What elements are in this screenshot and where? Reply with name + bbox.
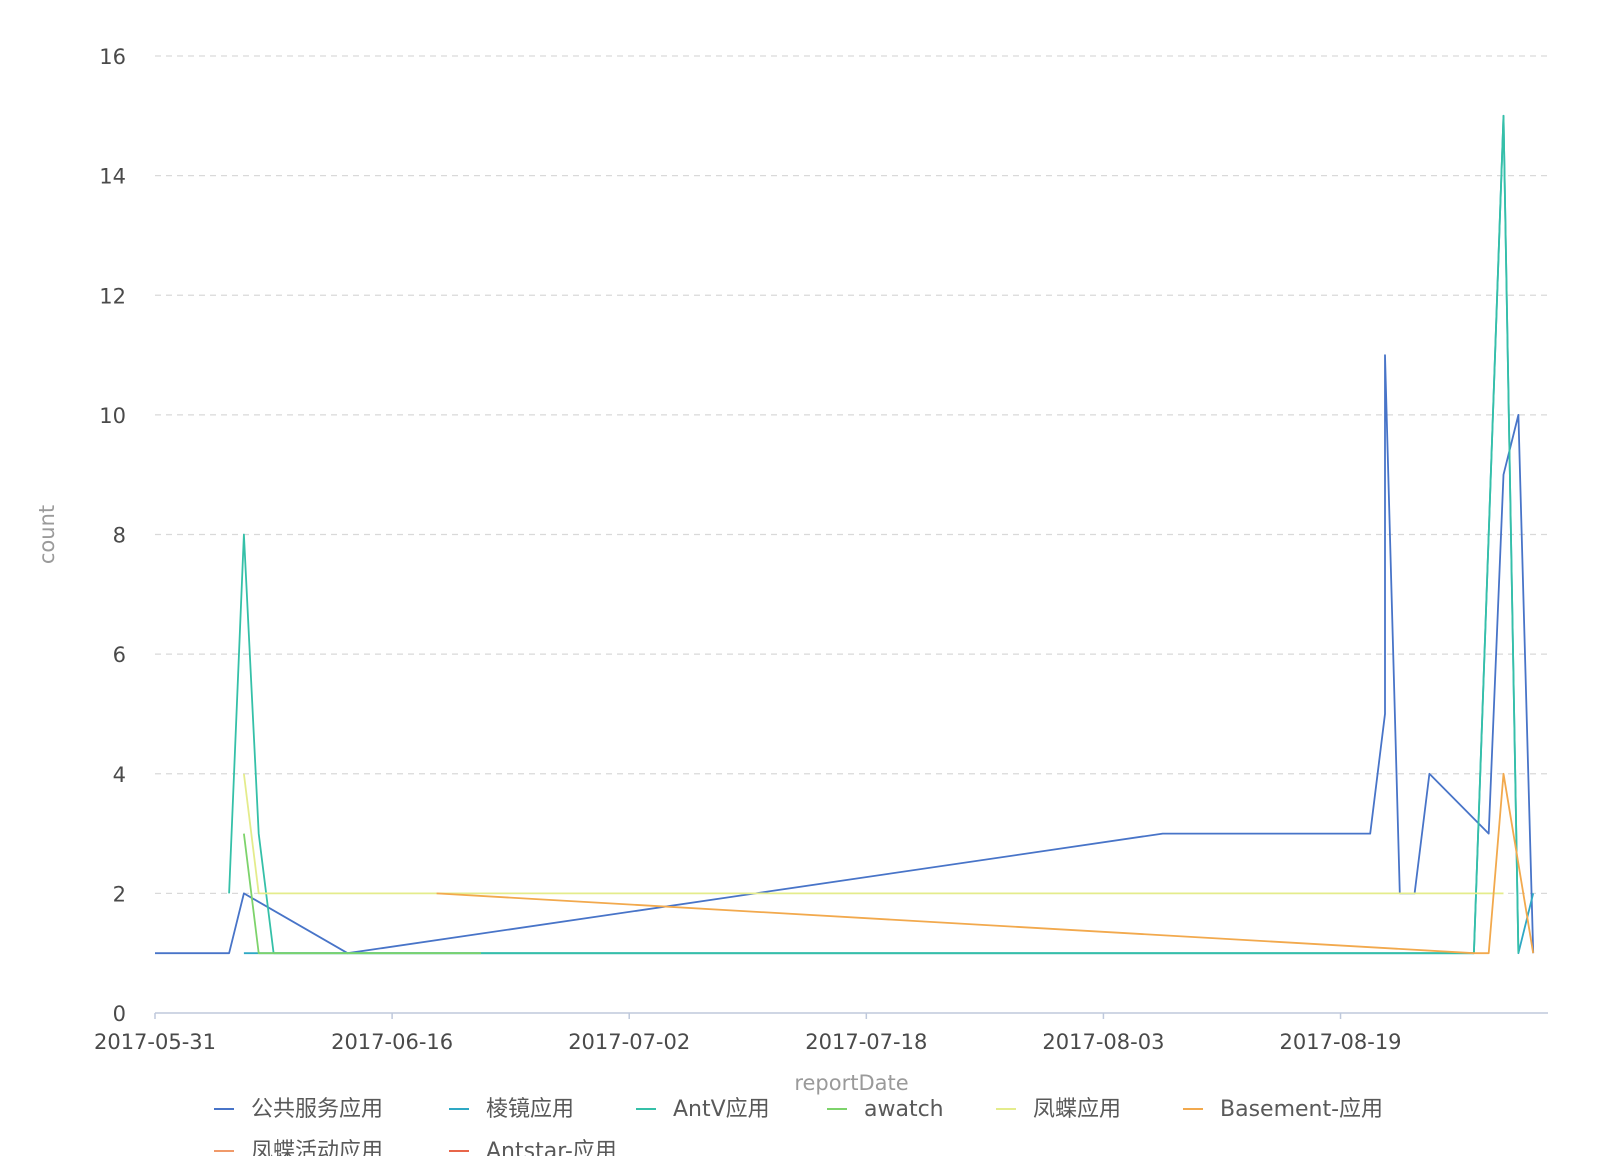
axes: 0 2 4 6 8 10 12 14 16 2017-05-31 2017-06-16 2017-07… xyxy=(94,45,1548,1054)
y-tick-label: 14 xyxy=(99,165,126,189)
x-tick-label: 2017-07-18 xyxy=(805,1030,927,1054)
x-tick-label: 2017-08-19 xyxy=(1280,1030,1402,1054)
y-tick-label: 6 xyxy=(113,643,126,667)
y-tick-label: 12 xyxy=(99,284,126,308)
legend: 公共服务应用 棱镜应用 AntV应用 awatch 凤蝶应用 Basement-应用凤蝶活… xyxy=(214,1097,1383,1156)
series-line-4[interactable] xyxy=(243,773,1504,895)
legend-item-2[interactable]: AntV应用 xyxy=(636,1097,770,1122)
y-tick-label: 16 xyxy=(99,45,126,69)
legend-label: 公共服务应用 xyxy=(251,1097,383,1122)
x-tick-label: 2017-08-03 xyxy=(1042,1030,1164,1054)
x-axis-title: reportDate xyxy=(794,1071,908,1095)
legend-label: Antstar-应用 xyxy=(486,1139,617,1156)
series-line-1[interactable] xyxy=(243,114,1535,955)
legend-label: Basement-应用 xyxy=(1220,1097,1383,1122)
x-tick-label: 2017-07-02 xyxy=(568,1030,690,1054)
legend-item-0[interactable]: 公共服务应用 xyxy=(214,1097,383,1122)
legend-item-1[interactable]: 棱镜应用 xyxy=(449,1097,574,1122)
legend-item-5[interactable]: Basement-应用 xyxy=(1183,1097,1383,1122)
y-tick-label: 8 xyxy=(113,524,126,548)
series-lines xyxy=(155,114,1535,955)
y-tick-label: 0 xyxy=(113,1002,126,1026)
legend-item-6[interactable]: 凤蝶活动应用 xyxy=(214,1139,383,1156)
y-axis-title: count xyxy=(35,505,59,564)
series-line-5[interactable] xyxy=(436,772,1535,955)
legend-label: awatch xyxy=(864,1097,944,1122)
legend-item-3[interactable]: awatch xyxy=(827,1097,944,1122)
y-tick-label: 10 xyxy=(99,404,126,428)
legend-item-7[interactable]: Antstar-应用 xyxy=(449,1139,617,1156)
legend-item-4[interactable]: 凤蝶应用 xyxy=(996,1097,1121,1122)
legend-label: 凤蝶活动应用 xyxy=(251,1139,383,1156)
legend-label: 凤蝶应用 xyxy=(1033,1097,1121,1122)
series-line-3[interactable] xyxy=(243,833,481,955)
grid-lines xyxy=(155,55,1548,894)
legend-label: 棱镜应用 xyxy=(486,1097,574,1122)
y-tick-label: 2 xyxy=(113,882,126,906)
x-tick-label: 2017-06-16 xyxy=(331,1030,453,1054)
legend-label: AntV应用 xyxy=(673,1097,770,1122)
y-tick-label: 4 xyxy=(113,763,126,787)
x-tick-label: 2017-05-31 xyxy=(94,1030,216,1054)
series-line-0[interactable] xyxy=(155,354,1535,955)
